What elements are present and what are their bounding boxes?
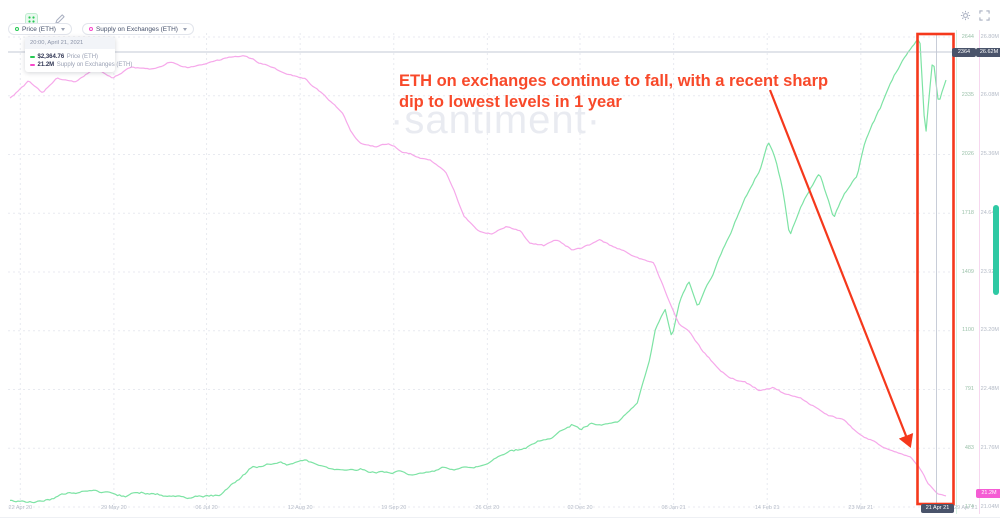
price-axis-tick: 1100 [962,327,974,334]
supply-axis-tick: 23.92M [980,268,999,275]
x-axis-tick: 06 Jul 20 [195,505,218,511]
x-axis-tick: 12 Aug 20 [287,505,313,511]
x-axis-tick: 22 Apr 20 [8,505,33,511]
x-axis-tick: 19 Sep 20 [381,505,407,511]
price-axis-tick: 483 [964,444,974,451]
tooltip-price-value: $2,364.76 [37,54,65,60]
fullscreen-icon[interactable] [979,10,990,21]
metric-dot-icon [15,27,19,31]
x-axis-tick: 08 Jan 21 [661,505,686,511]
supply-axis-tick: 22.48M [980,386,999,392]
price-axis-tick: 2335 [961,92,974,99]
bottom-border [0,517,1000,518]
tooltip-supply-value: 21.2M [37,62,55,68]
price-series-dash [30,56,35,58]
annotation-text: ETH on exchanges continue to fall, with … [399,71,828,112]
axis-resize-handle[interactable] [993,205,999,295]
supply-axis-tick: 25.36M [980,151,999,157]
chart-tooltip: 20:00, April 21, 2021 $2,364.76 Price (E… [25,37,132,72]
annotation-line-1: ETH on exchanges continue to fall, with … [399,72,829,90]
tooltip-supply-label: Supply on Exchanges (ETH) [56,62,133,68]
draw-pencil-icon[interactable] [54,13,65,26]
supply-axis-tick: 21.04M [980,503,999,510]
tooltip-row-supply: 21.2M Supply on Exchanges (ETH) [30,62,132,68]
price-axis-tick: 1409 [961,268,974,275]
settings-gear-icon[interactable] [960,10,971,21]
x-axis-tick: 14 Feb 21 [754,505,780,511]
chart-toolbar-left [25,13,65,26]
x-axis-tick: 29 May 20 [101,505,127,511]
price-axis-tick: 2026 [961,151,974,157]
price-axis-tick: 1718 [961,209,974,216]
price-axis-tick: 2644 [961,33,974,40]
supply-axis-tick: 26.08M [980,92,999,99]
supply-axis-tick: 24.64M [980,209,999,216]
chart-toolbar-right [960,10,990,21]
supply-last-value-badge: 21.2M [976,489,1000,498]
supply-series-dash [30,64,35,66]
price-axis-crosshair-badge: 2364 [952,48,976,57]
x-axis-tick: 26 Oct 20 [475,505,500,511]
x-axis-tick: 02 Dec 20 [567,505,593,511]
series-line-supply-on-exchanges-eth- [9,55,947,497]
tooltip-row-price: $2,364.76 Price (ETH) [30,54,110,60]
santiment-watermark: ·santiment· [390,98,602,142]
price-axis-tick: 791 [964,386,974,392]
chevron-down-icon [60,27,65,31]
metric-pill-supply-on-exchanges-eth[interactable]: Supply on Exchanges (ETH) [81,23,194,35]
x-axis-tick: 23 Mar 21 [848,505,874,511]
metric-pill-label: Supply on Exchanges (ETH) [95,25,178,33]
tooltip-timestamp: 20:00, April 21, 2021 [25,37,115,49]
metric-buttons-row: Price (ETH) Supply on Exchanges (ETH) [8,23,194,35]
supply-axis-tick: 21.76M [980,444,999,451]
supply-axis-crosshair-badge: 26.62M [976,48,1000,57]
metric-pill-price-eth[interactable]: Price (ETH) [8,23,72,35]
supply-axis-tick: 23.20M [980,327,999,334]
screener-icon[interactable] [25,13,38,26]
price-axis-tick: 174 [964,503,974,510]
x-axis-last-date: 29 Apr 21 [954,505,978,511]
annotation-line-2: dip to lowest levels in 1 year [399,92,622,111]
tooltip-price-label: Price (ETH) [66,54,99,60]
metric-pill-label: Price (ETH) [22,25,56,33]
metric-dot-icon [88,27,93,31]
crosshair-date-badge: 21 Apr 21 [921,504,954,513]
supply-axis-tick: 26.80M [980,33,999,40]
chevron-down-icon [182,27,187,31]
